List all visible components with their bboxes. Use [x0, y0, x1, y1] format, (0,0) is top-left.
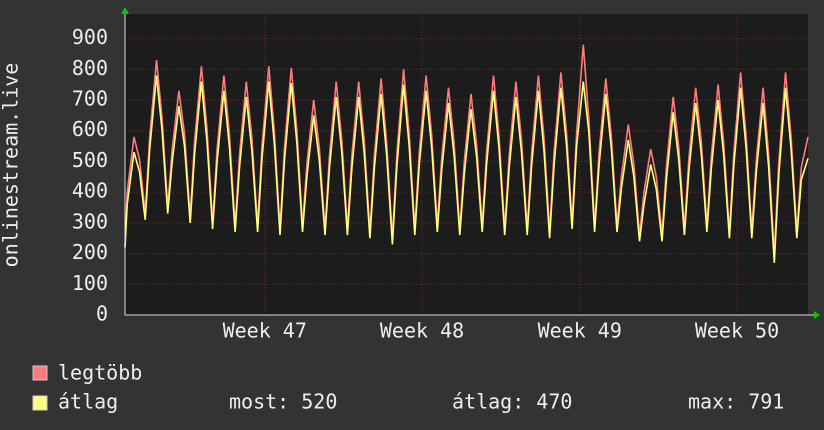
x-tick-label: Week 47 [223, 319, 307, 343]
x-tick-label: Week 49 [538, 319, 622, 343]
stat: átlag: 470 [452, 390, 572, 414]
y-tick-label: 500 [72, 148, 108, 172]
y-tick-label: 800 [72, 56, 108, 80]
y-tick-label: 900 [72, 25, 108, 49]
stat: max: 791 [688, 390, 784, 414]
legend-swatch [32, 365, 48, 381]
legend-label: legtöbb [58, 361, 142, 385]
y-tick-label: 400 [72, 179, 108, 203]
x-tick-label: Week 50 [695, 319, 779, 343]
y-tick-label: 100 [72, 271, 108, 295]
y-tick-label: 200 [72, 240, 108, 264]
legend-swatch [32, 395, 48, 411]
y-tick-label: 300 [72, 209, 108, 233]
stat: most: 520 [229, 390, 337, 414]
y-tick-label: 0 [96, 302, 108, 326]
y-arrow [121, 7, 129, 14]
legend-label: átlag [58, 390, 118, 414]
y-axis-label: onlinestream.live [0, 63, 23, 268]
x-arrow [814, 311, 820, 319]
x-tick-label: Week 48 [380, 319, 464, 343]
y-tick-label: 600 [72, 117, 108, 141]
series-line [124, 75, 809, 263]
y-tick-label: 700 [72, 87, 108, 111]
plot-area [125, 14, 808, 315]
